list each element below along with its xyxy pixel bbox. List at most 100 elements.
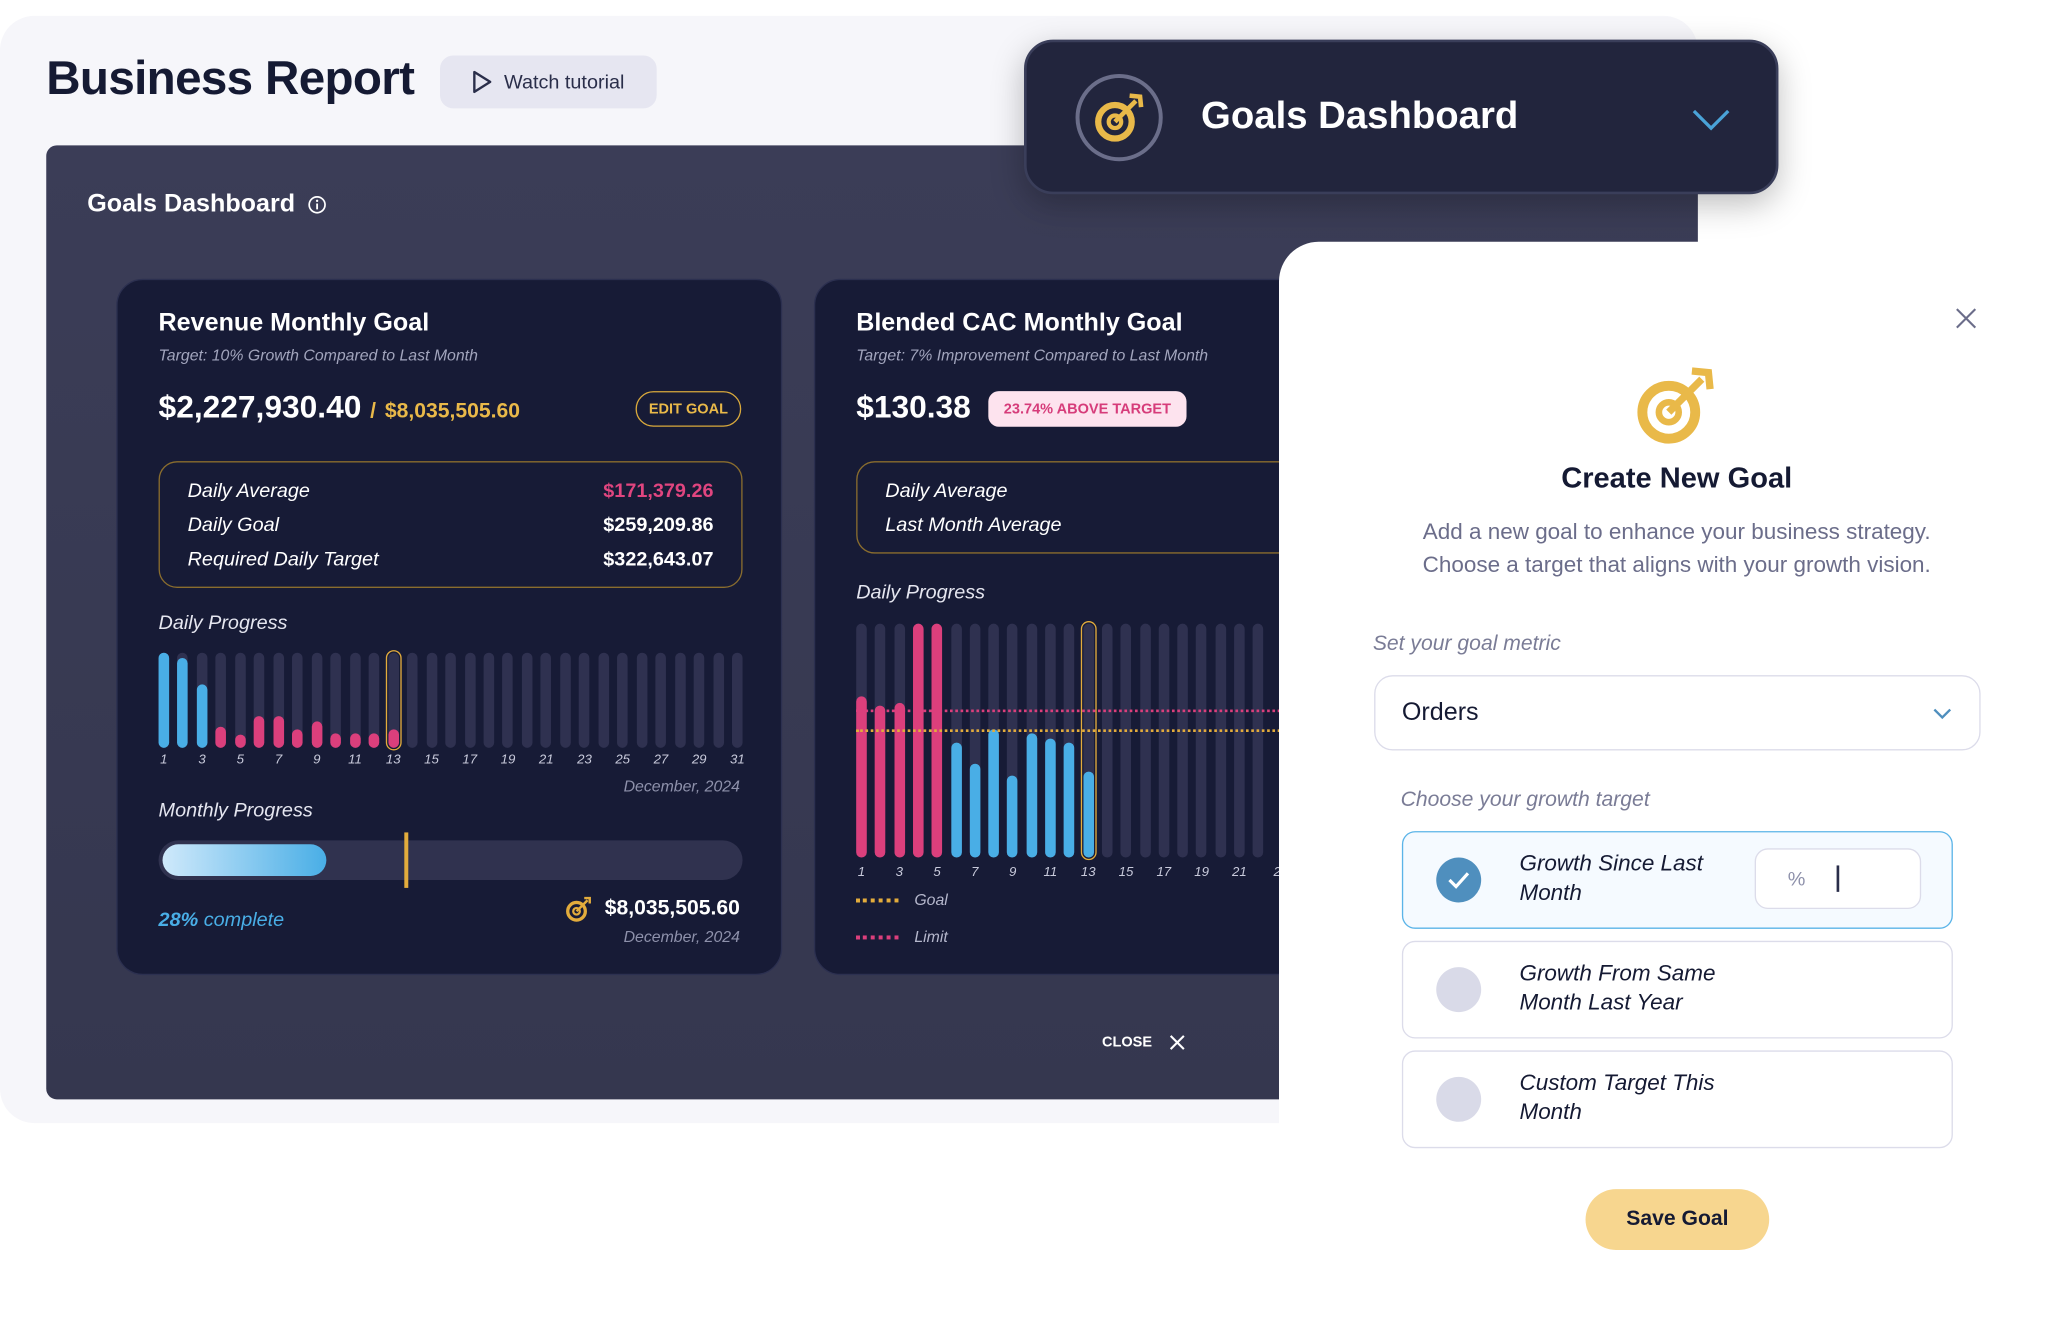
revenue-goal-card: Revenue Monthly Goal Target: 10% Growth …	[116, 278, 783, 976]
bar-day-6	[254, 652, 265, 748]
target-amount: $8,035,505.60	[604, 897, 740, 920]
radio-checked[interactable]	[1436, 857, 1482, 903]
goal-line	[856, 728, 1544, 732]
create-goal-modal: Create New Goal Add a new goal to enhanc…	[1279, 241, 2048, 1325]
bar-fill	[950, 742, 962, 858]
bar-day-11	[1045, 623, 1056, 858]
stat-row: Daily Average	[885, 473, 1461, 507]
x-tick-label: 31	[730, 753, 745, 768]
bar-day-3	[893, 623, 905, 858]
cac-amount: $130.38	[856, 389, 971, 426]
limit-line	[856, 710, 1544, 713]
bar-fill	[969, 763, 981, 858]
chevron-down-icon	[1692, 109, 1730, 131]
bar-day-16	[445, 652, 456, 748]
close-icon[interactable]	[1953, 305, 1979, 331]
goals-dashboard-dropdown[interactable]: Goals Dashboard	[1023, 39, 1779, 195]
x-tick-label: 3	[198, 753, 206, 768]
stat-row: Last Month Average	[885, 507, 1461, 541]
bar-day-4	[215, 652, 227, 748]
revenue-stats-box: Daily Average $171,379.26 Daily Goal $259,…	[158, 461, 743, 588]
monthly-progress-fill	[162, 844, 327, 877]
revenue-x-axis: 1 3 5 7 9 11 13 15 17 19 21 23 25 27 29 31	[159, 753, 745, 771]
x-tick-label: 23	[577, 753, 592, 768]
bar-day-8	[988, 623, 1000, 858]
bar-day-11	[349, 652, 361, 748]
x-tick-label: 9	[1008, 865, 1017, 880]
limit-legend-swatch	[856, 934, 899, 939]
page-title: Business Report	[46, 50, 415, 105]
option-growth-same-month-last-year[interactable]: Growth From Same Month Last Year	[1401, 940, 1953, 1039]
option-growth-since-last-month[interactable]: Growth Since Last Month %	[1401, 831, 1953, 929]
bar-day-21	[1234, 623, 1245, 858]
bar-fill	[893, 703, 905, 858]
close-panel-button[interactable]: CLOSE	[1102, 1033, 1186, 1051]
dropdown-label: Goals Dashboard	[1201, 95, 1519, 138]
bar-day-10	[1026, 623, 1037, 858]
stat-row: Daily Goal $259,209.86	[188, 507, 714, 541]
bar-fill	[273, 715, 284, 748]
x-tick-label: 15	[1118, 865, 1134, 880]
x-tick-label: 29	[691, 753, 707, 768]
watch-tutorial-label: Watch tutorial	[503, 70, 625, 94]
x-tick-label: 19	[500, 753, 516, 768]
watch-tutorial-button[interactable]: Watch tutorial	[439, 55, 657, 109]
bar-day-13	[1080, 621, 1097, 861]
x-tick-label: 7	[274, 753, 283, 768]
bar-day-28	[674, 652, 686, 748]
bar-day-18	[483, 652, 495, 748]
modal-description: Add a new goal to enhance your business …	[1279, 515, 2048, 581]
goal-amount: $8,035,505.60	[384, 400, 521, 423]
bar-day-20	[1215, 623, 1226, 858]
description-line: Add a new goal to enhance your business …	[1422, 519, 1931, 545]
selected-metric: Orders	[1401, 698, 1479, 727]
edit-goal-button[interactable]: EDIT GOAL	[635, 391, 742, 427]
percent-input[interactable]: %	[1754, 848, 1922, 910]
panel-title-text: Goals Dashboard	[87, 190, 296, 219]
bar-day-29	[693, 652, 705, 748]
bar-day-17	[1158, 623, 1170, 858]
status-badge: 23.74% ABOVE TARGET	[988, 391, 1187, 427]
bar-fill	[368, 733, 380, 748]
bar-day-14	[1101, 623, 1113, 858]
bar-day-3	[196, 652, 208, 748]
x-tick-label: 13	[385, 753, 401, 768]
bar-day-5	[235, 652, 246, 748]
card-title: Blended CAC Monthly Goal	[856, 309, 1183, 337]
bar-day-22	[560, 652, 571, 748]
daily-progress-label: Daily Progress	[856, 581, 986, 604]
x-tick-label: 13	[1080, 865, 1096, 880]
growth-target-label: Choose your growth target	[1400, 788, 1650, 812]
bar-day-21	[540, 652, 552, 748]
x-tick-label: 19	[1194, 865, 1209, 880]
percent-complete: 28% complete	[159, 909, 285, 931]
bar-fill	[330, 733, 342, 748]
stat-row: Required Daily Target $322,643.07	[188, 542, 714, 576]
save-goal-button[interactable]: Save Goal	[1585, 1189, 1770, 1250]
x-tick-label: 9	[313, 753, 321, 768]
revenue-amount: $2,227,930.40 / $8,035,505.60	[159, 390, 521, 427]
stat-label: Daily Average	[885, 478, 1008, 502]
option-custom-target[interactable]: Custom Target This Month	[1401, 1050, 1953, 1149]
bar-day-30	[713, 652, 724, 748]
info-icon[interactable]	[308, 196, 327, 214]
monthly-progress-label: Monthly Progress	[158, 799, 313, 822]
play-icon	[473, 70, 492, 94]
stat-label: Required Daily Target	[187, 547, 379, 571]
bar-day-10	[330, 652, 342, 748]
metric-label: Set your goal metric	[1372, 632, 1561, 656]
bar-day-23	[579, 652, 590, 748]
bar-day-14	[407, 652, 418, 748]
target-date: December, 2024	[623, 927, 740, 947]
bar-fill	[912, 623, 924, 858]
bar-day-31	[732, 652, 743, 748]
bar-fill	[856, 696, 867, 858]
goal-metric-select[interactable]: Orders	[1374, 675, 1981, 751]
legend-goal: Goal	[856, 891, 948, 909]
target-icon	[565, 896, 591, 922]
radio-unchecked[interactable]	[1436, 967, 1482, 1013]
current-amount: $2,227,930.40	[158, 389, 362, 426]
revenue-daily-chart	[158, 650, 743, 751]
radio-unchecked[interactable]	[1436, 1076, 1482, 1122]
target-icon-badge	[1075, 73, 1163, 162]
